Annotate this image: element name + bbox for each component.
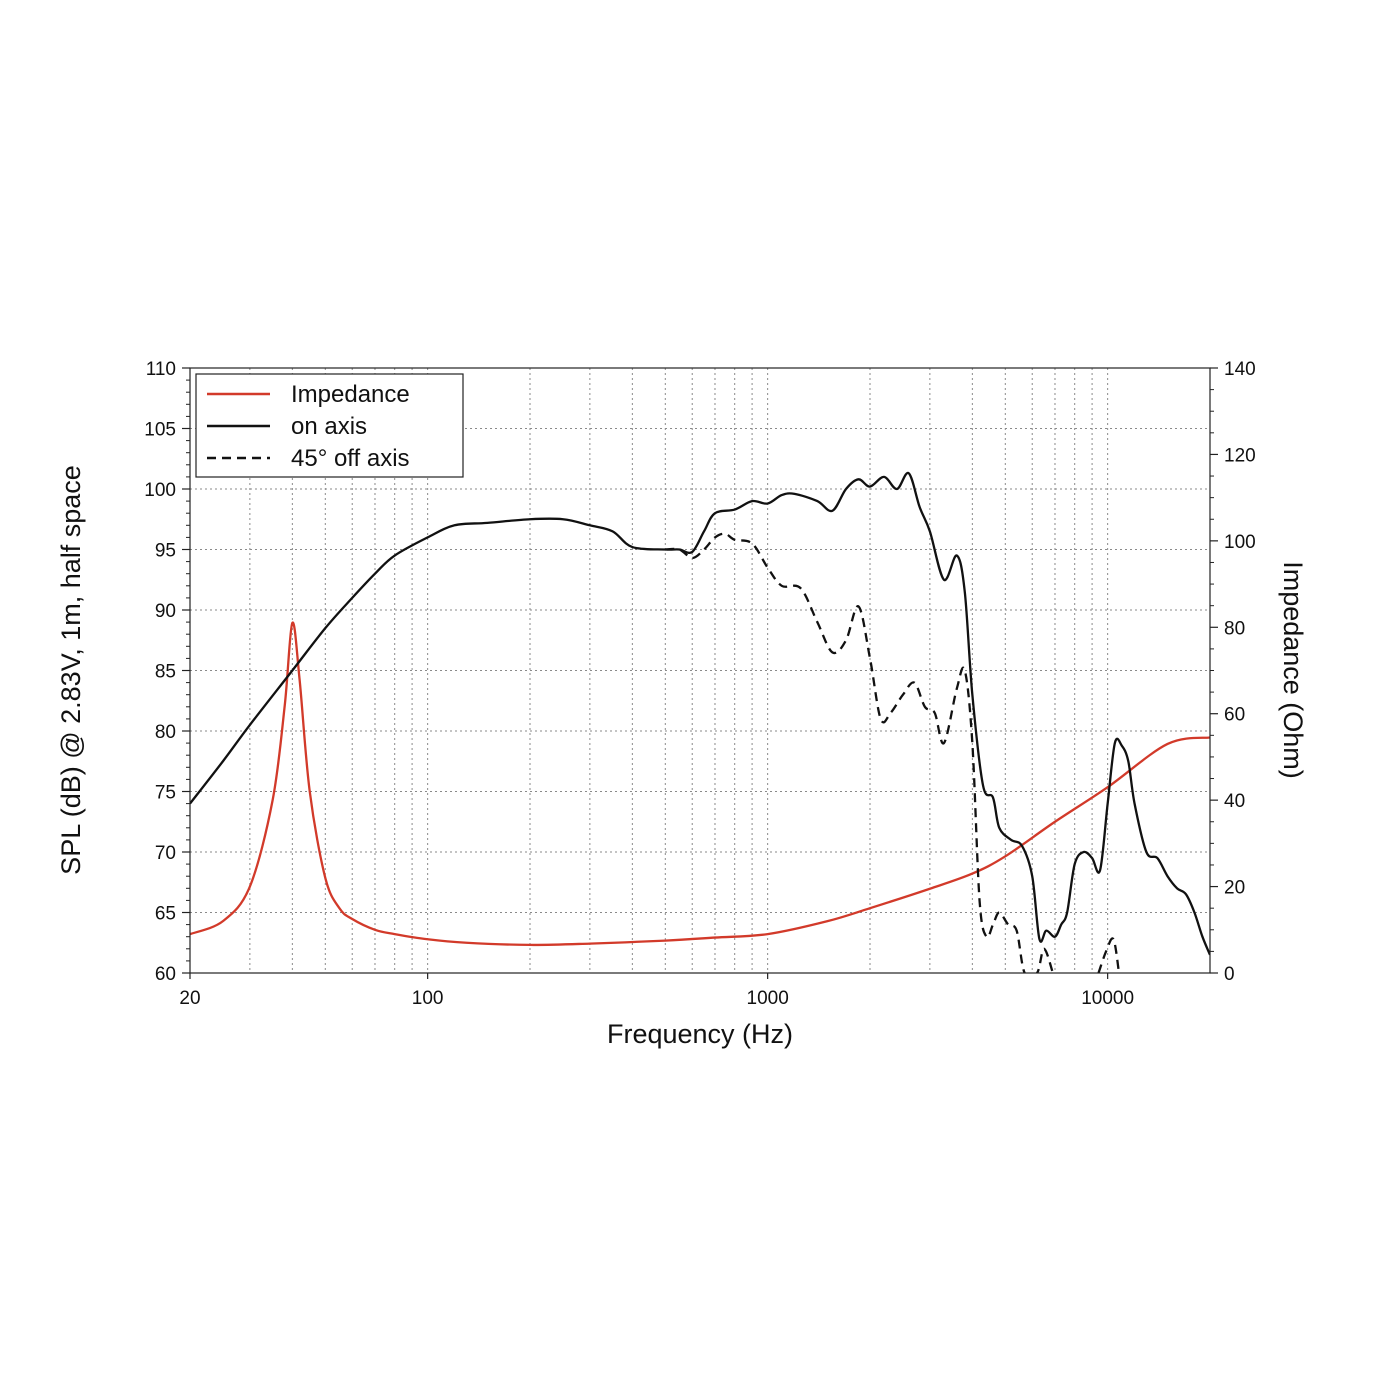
legend: Impedance on axis 45° off axis [195,373,464,478]
y-tick-label: 80 [155,722,176,743]
tick-labels: 60 65 70 75 80 85 90 95 100 105 110 0 20 40 60 80 100 120… [144,359,1255,1009]
x-tick-label: 20 [179,988,200,1009]
y-tick-label: 65 [155,904,176,925]
x-tick-label: 1000 [747,988,789,1009]
legend-label-off-axis: 45° off axis [291,445,410,472]
x-axis-title: Frequency (Hz) [607,1019,793,1049]
series-line-impedance [190,621,1210,947]
y2-axis-title: Impedance (Ohm) [1278,561,1308,779]
x-tick-label: 10000 [1081,988,1134,1009]
y2-tick-label: 120 [1224,445,1256,466]
y2-tick-label: 20 [1224,878,1245,899]
y-tick-label: 100 [144,480,176,501]
y-tick-label: 95 [155,541,176,562]
y-axis-title: SPL (dB) @ 2.83V, 1m, half space [56,465,86,875]
x-tick-label: 100 [412,988,444,1009]
y2-tick-label: 60 [1224,705,1245,726]
legend-label-on-axis: on axis [291,413,367,440]
y-tick-label: 90 [155,601,176,622]
y-tick-label: 105 [144,420,176,441]
series-line-45-off-axis [1097,937,1121,973]
y-tick-label: 70 [155,843,176,864]
axis-ticks [182,367,1218,979]
y2-tick-label: 0 [1224,964,1235,985]
y2-tick-label: 40 [1224,791,1245,812]
legend-label-impedance: Impedance [291,381,410,408]
series-layer [190,471,1210,973]
y-tick-label: 85 [155,662,176,683]
y2-tick-label: 140 [1224,359,1256,380]
series-line-45-off-axis [665,532,1054,973]
y2-tick-label: 100 [1224,532,1256,553]
y2-tick-label: 80 [1224,618,1245,639]
y-tick-label: 60 [155,964,176,985]
y-tick-label: 75 [155,783,176,804]
series-group [190,471,1210,973]
grid-lines [190,368,1210,973]
series-line-on-axis [190,471,1210,956]
y-tick-label: 110 [146,359,176,380]
